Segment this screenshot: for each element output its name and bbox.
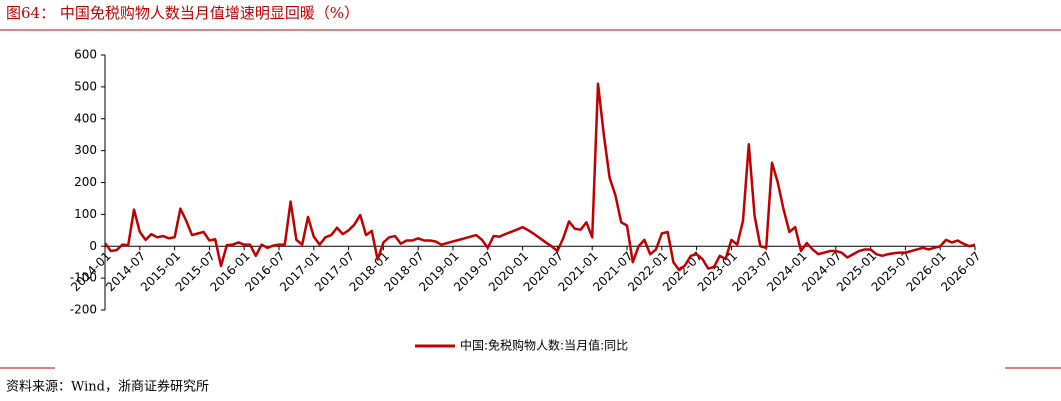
y-tick-label: 0 xyxy=(89,239,97,253)
y-tick-label: 100 xyxy=(74,207,97,221)
y-tick-label: -200 xyxy=(70,303,97,317)
y-tick-label: -100 xyxy=(70,271,97,285)
y-tick-label: 200 xyxy=(74,175,97,189)
chart-title: 图64： 中国免税购物人数当月值增速明显回暖（%） xyxy=(6,4,359,22)
y-tick-label: 500 xyxy=(74,79,97,93)
y-tick-label: 300 xyxy=(74,143,97,157)
source-note: 资料来源：Wind，浙商证券研究所 xyxy=(6,379,209,395)
data-line xyxy=(103,82,976,272)
y-tick-label: 600 xyxy=(74,48,97,62)
legend-label: 中国:免税购物人数:当月值:同比 xyxy=(460,338,628,353)
y-tick-label: 400 xyxy=(74,111,97,125)
